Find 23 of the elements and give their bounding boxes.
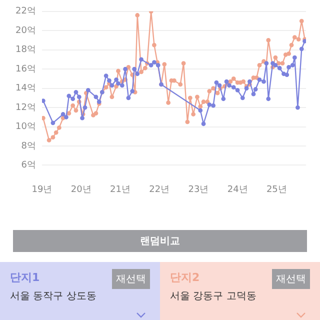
y-tick-label: 14억 [16,84,36,94]
x-tick-label: 19년 [32,184,52,195]
y-tick-label: 20억 [16,26,36,36]
text: 서울 강동구 고덕동 [170,290,258,303]
x-tick-label: 21년 [110,184,130,195]
text: 단지2 [170,271,200,284]
y-tick-label: 22억 [16,6,36,17]
x-tick-label: 20년 [70,184,92,195]
y-tick-label: 18억 [16,45,36,56]
text: 랜덤비교 [13,230,307,252]
y-tick-label: 16억 [16,64,36,74]
x-tick-label: 22년 [149,184,170,195]
text: 단지1 [10,271,40,284]
y-tick-label: 6억 [21,160,36,171]
x-tick-label: 23년 [188,184,209,195]
text: 재선택 [112,269,150,289]
y-tick-label: 8억 [21,141,36,152]
y-tick-label: 10억 [16,122,36,132]
y-tick-label: 12억 [16,102,36,113]
text: 서울 동작구 상도동 [10,290,98,303]
x-tick-label: 24년 [227,184,248,195]
text: 재선택 [272,269,310,289]
x-tick-label: 25년 [266,184,287,195]
